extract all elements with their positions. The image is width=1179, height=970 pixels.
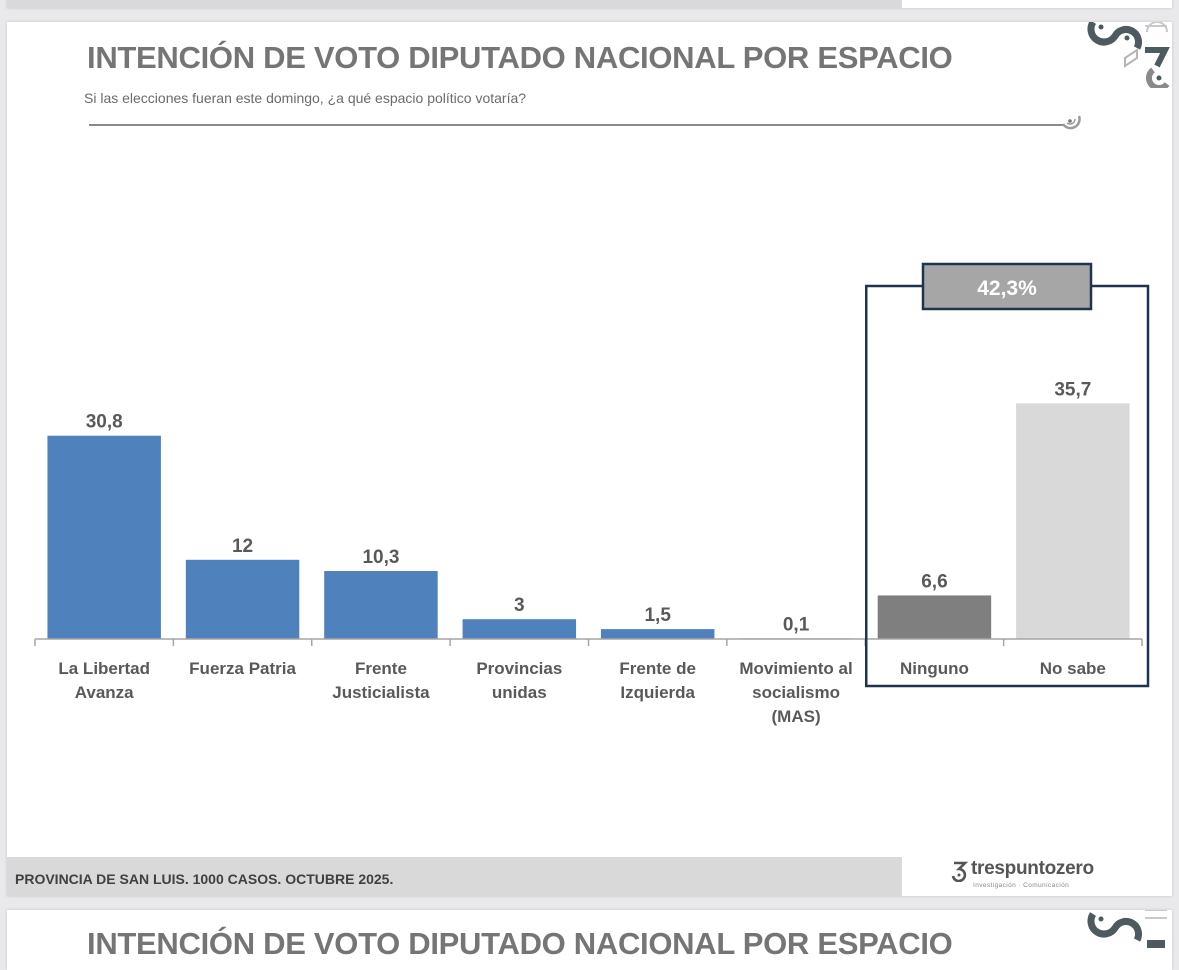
bar: [877, 595, 992, 639]
previous-slide-footer: [7, 0, 902, 8]
footer-source-text: PROVINCIA DE SAN LUIS. 1000 CASOS. OCTUB…: [15, 871, 394, 887]
category-label: Frente de Izquierda: [619, 659, 696, 702]
slide-subtitle: Si las elecciones fueran este domingo, ¿…: [84, 90, 527, 106]
bar-value-label: 10,3: [362, 547, 399, 568]
bar-value-label: 1,5: [644, 605, 671, 626]
category-label-line: Fuerza Patria: [189, 659, 296, 678]
category-label: Ninguno: [900, 659, 969, 678]
bar: [1016, 403, 1130, 639]
bar: [47, 435, 161, 639]
category-label-line: Movimiento al: [739, 659, 852, 678]
rule-end-swirl-icon: [1061, 115, 1081, 130]
category-label-line: (MAS): [772, 707, 821, 726]
category-label-line: Frente de: [619, 659, 696, 678]
bar-value-label: 6,6: [921, 571, 947, 592]
footer-bar: PROVINCIA DE SAN LUIS. 1000 CASOS. OCTUB…: [7, 857, 902, 896]
bar: [462, 619, 577, 639]
category-label: No sabe: [1040, 659, 1106, 678]
brand-logo: trespuntozero Investigación · Comunicaci…: [951, 858, 1111, 894]
ninguno-no-sabe-bracket: 42,3%: [865, 262, 1150, 688]
bar-value-label: 12: [232, 536, 253, 557]
category-label: Fuerza Patria: [189, 659, 296, 678]
category-label-line: No sabe: [1040, 659, 1106, 678]
category-label-line: Frente: [355, 659, 407, 678]
category-label-line: unidas: [492, 683, 547, 702]
category-label-line: Ninguno: [900, 659, 969, 678]
category-label-line: Justicialista: [332, 683, 430, 702]
bracket-total-box: [921, 262, 1093, 311]
slide-title: INTENCIÓN DE VOTO DIPUTADO NACIONAL POR …: [87, 40, 953, 75]
bracket-total-label: 42,3%: [977, 277, 1037, 300]
category-label-line: socialismo: [752, 683, 840, 702]
bar-value-label: 0,1: [783, 614, 810, 635]
bracket-outline: [865, 284, 1150, 688]
corner-logo-icon: [1087, 22, 1170, 88]
next-slide: INTENCIÓN DE VOTO DIPUTADO NACIONAL POR …: [7, 910, 1172, 970]
main-slide: INTENCIÓN DE VOTO DIPUTADO NACIONAL POR …: [7, 22, 1172, 896]
category-label: Provincias unidas: [476, 659, 562, 702]
bar-value-label: 35,7: [1054, 379, 1091, 400]
bar: [600, 629, 715, 639]
next-slide-title: INTENCIÓN DE VOTO DIPUTADO NACIONAL POR …: [87, 926, 953, 961]
previous-slide: [7, 0, 1172, 8]
brand-three-icon: [951, 861, 969, 882]
bar-value-label: 3: [514, 595, 525, 616]
bar-value-label: 30,8: [86, 412, 123, 433]
category-label-line: Izquierda: [620, 683, 695, 702]
category-label: Frente Justicialista: [332, 659, 430, 702]
category-label-line: Avanza: [75, 683, 134, 702]
bar: [324, 571, 438, 639]
bar-chart: 30,8 12 10,3 3 1,5 0,1 6,6 35,7 La Libertad Avan…: [34, 262, 1150, 726]
brand-tagline: Investigación · Comunicación: [973, 882, 1070, 889]
category-label-line: Provincias: [476, 659, 562, 678]
category-label: Movimiento al socialismo (MAS): [739, 659, 852, 726]
title-rule: [89, 124, 1064, 126]
bar: [185, 559, 300, 639]
category-label: La Libertad Avanza: [58, 659, 150, 702]
category-label-line: La Libertad: [58, 659, 150, 678]
brand-name: trespuntozero: [971, 858, 1094, 879]
next-corner-logo-icon: [1087, 910, 1167, 948]
